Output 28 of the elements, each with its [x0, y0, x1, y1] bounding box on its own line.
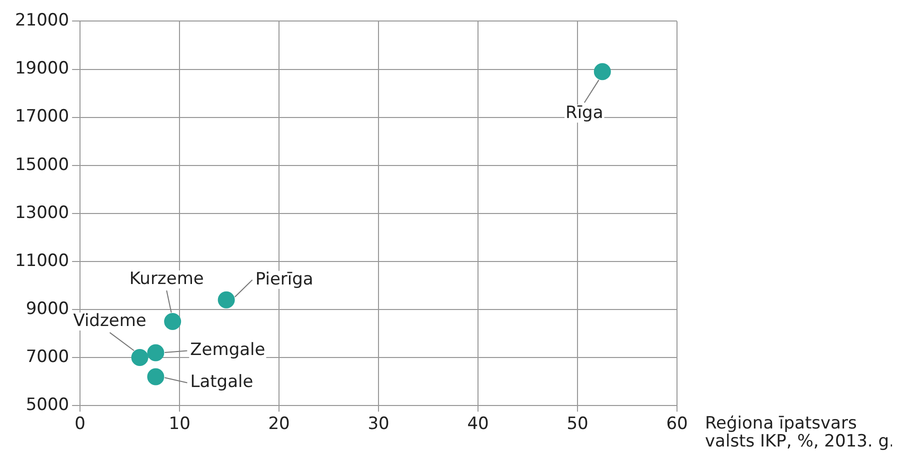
point	[131, 349, 148, 366]
y-tick-label: 11000	[14, 250, 70, 271]
annotation: Latgale	[190, 372, 254, 392]
y-tick-label: 13000	[14, 202, 70, 223]
point	[594, 63, 611, 80]
point	[147, 344, 164, 362]
x-tick-label: 60	[666, 414, 688, 434]
x-tick-label: 20	[268, 414, 290, 434]
annotation: Pierīga	[255, 269, 314, 290]
annotation: Vidzeme	[73, 310, 146, 331]
y-tick-label: 5000	[26, 395, 70, 416]
point	[147, 368, 164, 386]
annotation: Zemgale	[190, 340, 266, 360]
y-tick-label: 7000	[26, 346, 70, 367]
x-tick-label: 30	[368, 414, 390, 434]
point	[164, 313, 182, 330]
annotation: Kurzeme	[129, 268, 204, 289]
y-tick-label: 9000	[26, 298, 70, 319]
y-tick-label: 19000	[14, 58, 70, 79]
x-tick-label: 50	[566, 414, 588, 434]
x-tick-label: 40	[467, 414, 489, 434]
y-tick-label: 15000	[14, 154, 70, 175]
y-tick-label: 21000	[14, 10, 70, 31]
annotation: Rīga	[566, 103, 604, 124]
point	[218, 291, 235, 308]
x-tick-label: 0	[74, 414, 86, 434]
x-tick-label: 10	[168, 414, 190, 434]
y-tick-label: 17000	[14, 106, 70, 127]
